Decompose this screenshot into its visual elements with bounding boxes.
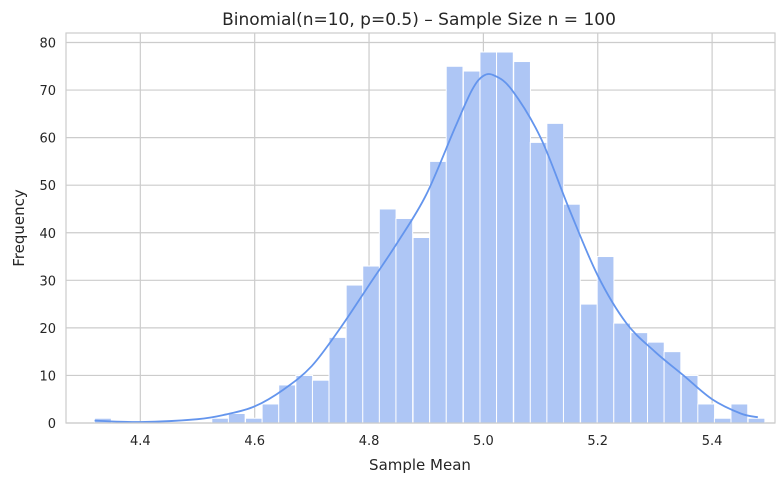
x-tick-label: 4.8 — [359, 434, 380, 449]
histogram-bar — [295, 374, 314, 424]
y-tick-label: 10 — [39, 369, 56, 384]
histogram-bar — [646, 341, 665, 424]
x-tick-label: 5.4 — [702, 434, 723, 449]
histogram-bar — [529, 141, 548, 424]
histogram-bar — [713, 417, 732, 424]
y-tick-label: 50 — [39, 179, 56, 194]
histogram-bar — [395, 217, 414, 424]
histogram-bar — [697, 403, 716, 424]
x-tick-label: 5.0 — [473, 434, 494, 449]
y-tick-label: 40 — [39, 227, 56, 242]
y-tick-label: 20 — [39, 322, 56, 337]
x-tick-label: 5.2 — [587, 434, 608, 449]
x-axis-label: Sample Mean — [369, 456, 471, 474]
x-tick-label: 4.6 — [244, 434, 265, 449]
histogram-bar — [445, 65, 464, 424]
histogram-bars — [94, 51, 766, 424]
histogram-bar — [613, 322, 632, 424]
y-tick-labels: 0 10 20 30 40 50 60 70 80 — [39, 37, 56, 432]
histogram-bar — [580, 303, 598, 424]
histogram-bar — [429, 160, 447, 424]
histogram-bar — [245, 417, 263, 424]
y-tick-label: 30 — [39, 274, 56, 289]
histogram-bar — [562, 203, 581, 424]
histogram-bar — [328, 336, 347, 424]
plot-frame — [65, 32, 776, 424]
y-tick-label: 70 — [39, 84, 56, 99]
histogram-bar — [630, 332, 649, 424]
histogram-bar — [747, 417, 766, 424]
chart-title: Binomial(n=10, p=0.5) – Sample Size n = … — [222, 10, 616, 30]
histogram-bar — [227, 412, 246, 424]
y-axis-label: Frequency — [10, 189, 28, 267]
x-tick-label: 4.4 — [130, 434, 151, 449]
y-tick-label: 80 — [39, 37, 56, 52]
histogram-bar — [479, 51, 498, 424]
histogram-bar — [261, 403, 280, 424]
x-tick-labels: 4.4 4.6 4.8 5.0 5.2 5.4 — [130, 434, 722, 449]
histogram-bar — [412, 237, 431, 424]
histogram-bar — [462, 70, 481, 424]
histogram-bar — [680, 374, 699, 424]
grid — [66, 33, 775, 424]
y-tick-label: 60 — [39, 132, 56, 147]
y-tick-label: 0 — [48, 417, 56, 432]
kde-curve — [94, 73, 759, 423]
histogram-bar — [378, 208, 397, 424]
histogram-bar — [596, 256, 615, 424]
histogram-bar — [311, 379, 330, 424]
histogram-bar — [496, 51, 514, 424]
histogram-bar — [211, 417, 230, 424]
histogram-bar — [546, 122, 565, 424]
